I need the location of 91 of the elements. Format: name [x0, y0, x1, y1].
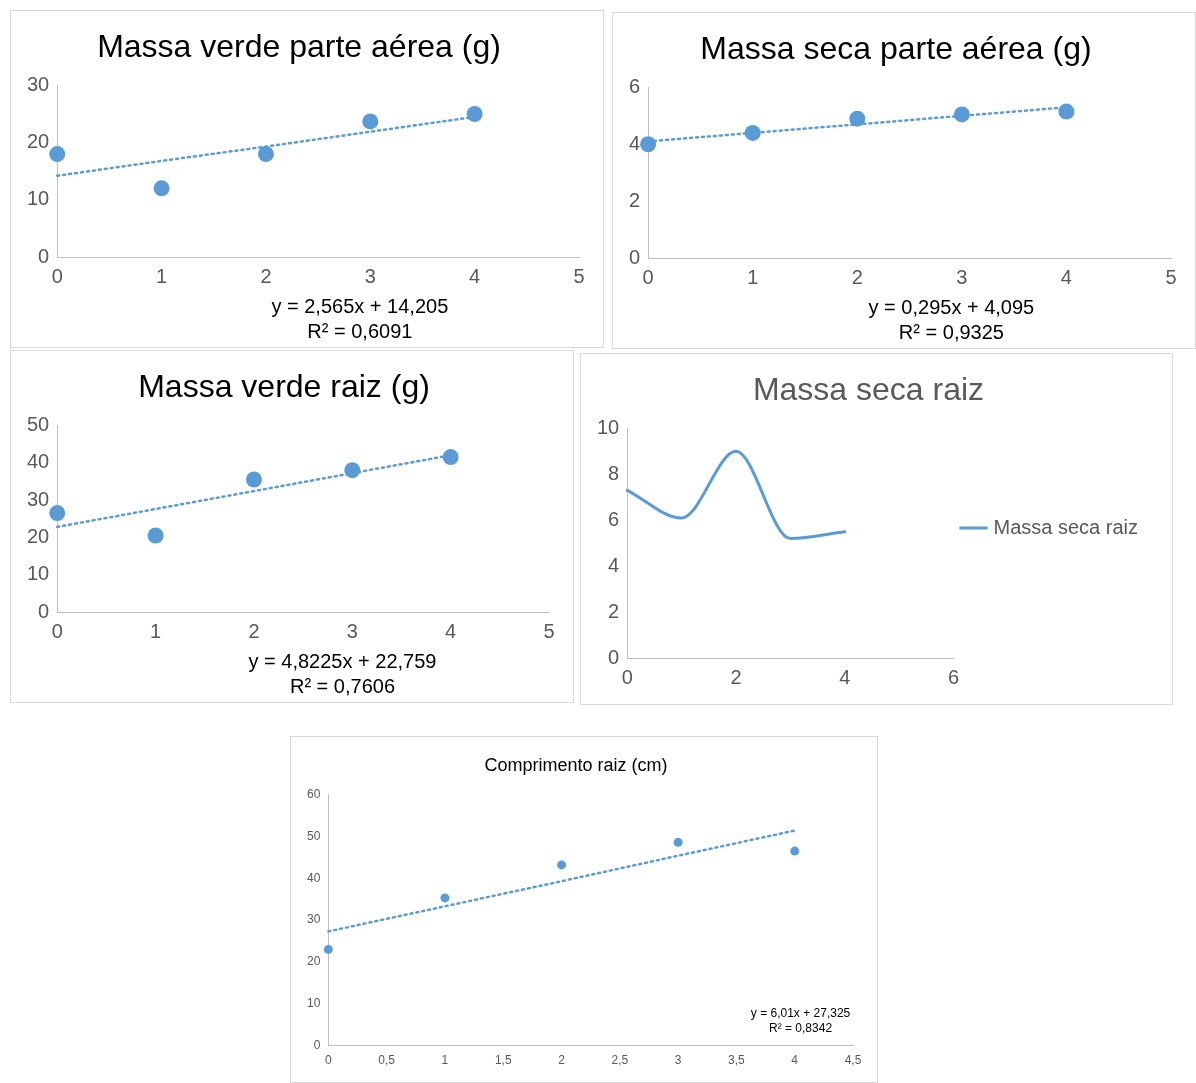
y-tick-label: 2 — [608, 599, 620, 622]
point — [257, 146, 274, 163]
x-tick-label: 3,5 — [728, 1053, 746, 1068]
x-tick-label: 2,5 — [611, 1053, 629, 1068]
point — [849, 110, 866, 127]
x-tick-label: 3 — [346, 619, 358, 642]
x-tick-label: 5 — [543, 619, 555, 642]
point — [49, 505, 66, 522]
chart-title: Comprimento raiz (cm) — [484, 754, 668, 775]
point — [1058, 103, 1075, 120]
y-tick-label: 30 — [306, 912, 321, 927]
x-tick-label: 0,5 — [378, 1053, 396, 1068]
text: y = 4,8225x + 22,759 — [248, 649, 437, 672]
y-tick-label: 8 — [608, 461, 620, 484]
y-tick-label: 40 — [27, 450, 50, 473]
x-tick-label: 4 — [1060, 265, 1072, 288]
point — [440, 893, 450, 903]
x-tick-label: 5 — [1165, 265, 1177, 288]
line-series — [327, 829, 796, 933]
point — [953, 106, 970, 123]
x-tick-label: 2 — [248, 619, 260, 642]
y-tick-label: 20 — [306, 954, 321, 969]
x-tick-label: 1 — [441, 1053, 449, 1068]
point — [49, 146, 66, 163]
point — [245, 471, 262, 488]
y-tick-label: 4 — [608, 553, 620, 576]
x-tick-label: 4 — [469, 264, 481, 287]
y-tick-label: 6 — [629, 74, 641, 97]
x-tick-label: 1 — [747, 265, 759, 288]
y-tick-label: 10 — [597, 415, 620, 438]
point — [673, 837, 683, 847]
y-tick-label: 0 — [313, 1037, 321, 1052]
annotation: R² = 0,8342 — [769, 1021, 833, 1036]
text: y = 2,565x + 14,205 — [271, 294, 449, 317]
chart-title: Massa verde raiz (g) — [138, 368, 430, 405]
text: y = 0,295x + 4,095 — [868, 295, 1035, 318]
point — [744, 124, 761, 141]
y-tick-label: 30 — [27, 487, 50, 510]
x-tick-label: 0 — [325, 1053, 332, 1068]
x-tick-label: 4,5 — [844, 1053, 862, 1068]
y-tick-label: 10 — [27, 187, 50, 210]
point — [557, 860, 567, 870]
y-tick-label: 4 — [629, 131, 641, 154]
y-tick-label: 10 — [27, 562, 50, 585]
x-tick-label: 1 — [156, 264, 168, 287]
y-tick-label: 0 — [38, 599, 50, 622]
point — [640, 136, 657, 153]
chart-title: Massa verde parte aérea (g) — [97, 28, 501, 65]
y-tick-label: 0 — [38, 244, 50, 267]
chart-title: Massa seca parte aérea (g) — [700, 30, 1092, 67]
point — [466, 106, 483, 122]
x-tick-label: 2 — [851, 265, 863, 288]
y-tick-label: 0 — [608, 645, 620, 668]
x-tick-label: 1,5 — [494, 1053, 512, 1068]
x-tick-label: 3 — [364, 264, 376, 287]
y-tick-label: 10 — [306, 996, 321, 1011]
text: R² = 0,6091 — [307, 319, 413, 342]
x-tick-label: 2 — [558, 1053, 566, 1068]
point — [344, 462, 361, 479]
y-tick-label: 50 — [27, 412, 50, 435]
y-tick-label: 60 — [306, 786, 321, 801]
x-tick-label: 2 — [260, 264, 272, 287]
y-tick-label: 20 — [27, 130, 50, 153]
text: R² = 0,7606 — [289, 674, 395, 697]
x-tick-label: 2 — [730, 665, 742, 688]
point — [323, 944, 333, 954]
point — [153, 180, 170, 197]
point — [147, 527, 164, 544]
x-tick-label: 1 — [150, 619, 162, 642]
text: R² = 0,9325 — [898, 320, 1004, 343]
x-tick-label: 3 — [674, 1053, 682, 1068]
x-tick-label: 5 — [573, 264, 585, 287]
line-series — [625, 449, 847, 541]
y-tick-label: 0 — [629, 245, 641, 268]
x-tick-label: 4 — [839, 665, 851, 688]
point — [442, 449, 459, 466]
y-tick-label: 2 — [629, 188, 641, 211]
point — [362, 113, 379, 130]
y-tick-label: 40 — [306, 870, 321, 885]
x-tick-label: 4 — [791, 1053, 799, 1068]
x-tick-label: 4 — [445, 619, 457, 642]
y-tick-label: 6 — [608, 507, 620, 530]
annotation: y = 6,01x + 27,325 — [750, 1006, 851, 1021]
y-tick-label: 50 — [306, 828, 321, 843]
point — [790, 846, 800, 856]
legend-label: Massa seca raiz — [993, 515, 1139, 538]
y-tick-label: 30 — [27, 72, 50, 95]
x-tick-label: 3 — [956, 265, 968, 288]
x-tick-label: 6 — [947, 665, 960, 688]
y-tick-label: 20 — [27, 524, 50, 547]
chart-title: Massa seca raiz — [752, 371, 985, 408]
